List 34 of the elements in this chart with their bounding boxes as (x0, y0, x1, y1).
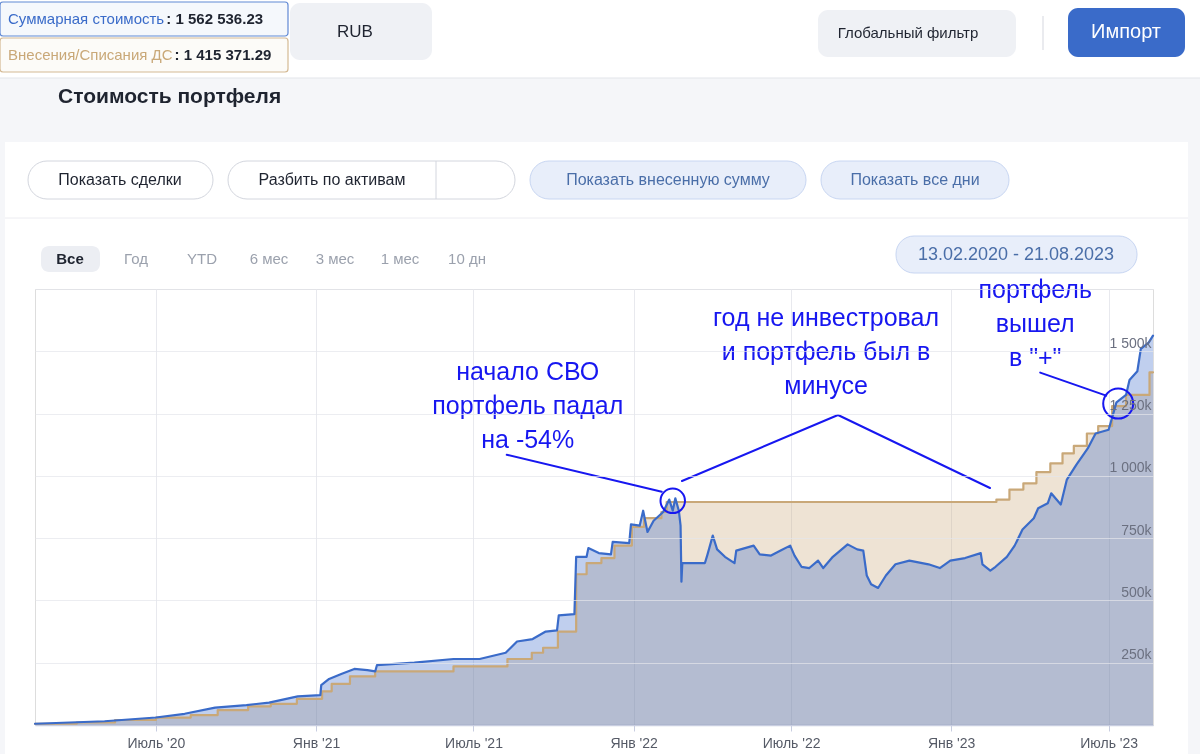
text: Показать все дни (850, 171, 980, 188)
text: : 1 415 371.29 (174, 46, 272, 63)
x-tick-label: Июль '20 (127, 734, 186, 751)
annotation: начало СВО портфель падал на -54% (432, 356, 624, 453)
x-tick-label: Июль '21 (445, 734, 504, 751)
x-tick-label: Июль '23 (1080, 734, 1139, 751)
x-tick-label: Июль '22 (762, 734, 821, 751)
text: 10 дн (448, 250, 486, 267)
text: Год (124, 250, 149, 267)
x-tick-label: Янв '23 (927, 734, 976, 751)
text: Глобальный фильтр (837, 24, 979, 41)
text: YTD (187, 250, 218, 267)
text: Все (56, 250, 84, 267)
x-tick-label: Янв '22 (610, 734, 658, 751)
text: 3 мес (315, 250, 355, 267)
text: 6 мес (249, 250, 289, 267)
y-tick-label: 250k (1121, 646, 1153, 663)
y-tick-label: 500k (1121, 583, 1153, 600)
chart-title: Стоимость портфеля (58, 84, 282, 107)
annotation: портфель вышел в "+" (978, 274, 1092, 371)
text: RUB (337, 22, 373, 41)
y-tick-label: 1 000k (1109, 459, 1153, 476)
text: Внесения/Списания ДС (8, 46, 173, 63)
annotation: год не инвестровал и портфель был в минусе (712, 303, 940, 399)
text: Импорт (1091, 20, 1161, 42)
y-tick-label: 750k (1121, 521, 1153, 538)
text: Показать внесенную сумму (566, 171, 770, 188)
text: : 1 562 536.23 (166, 10, 264, 27)
text: Показать сделки (58, 171, 182, 188)
text: Суммарная стоимость (8, 10, 165, 27)
x-tick-label: Янв '21 (292, 734, 341, 751)
text: 1 мес (380, 250, 420, 267)
text: 13.02.2020 - 21.08.2023 (917, 244, 1115, 264)
text: Разбить по активам (258, 171, 406, 188)
